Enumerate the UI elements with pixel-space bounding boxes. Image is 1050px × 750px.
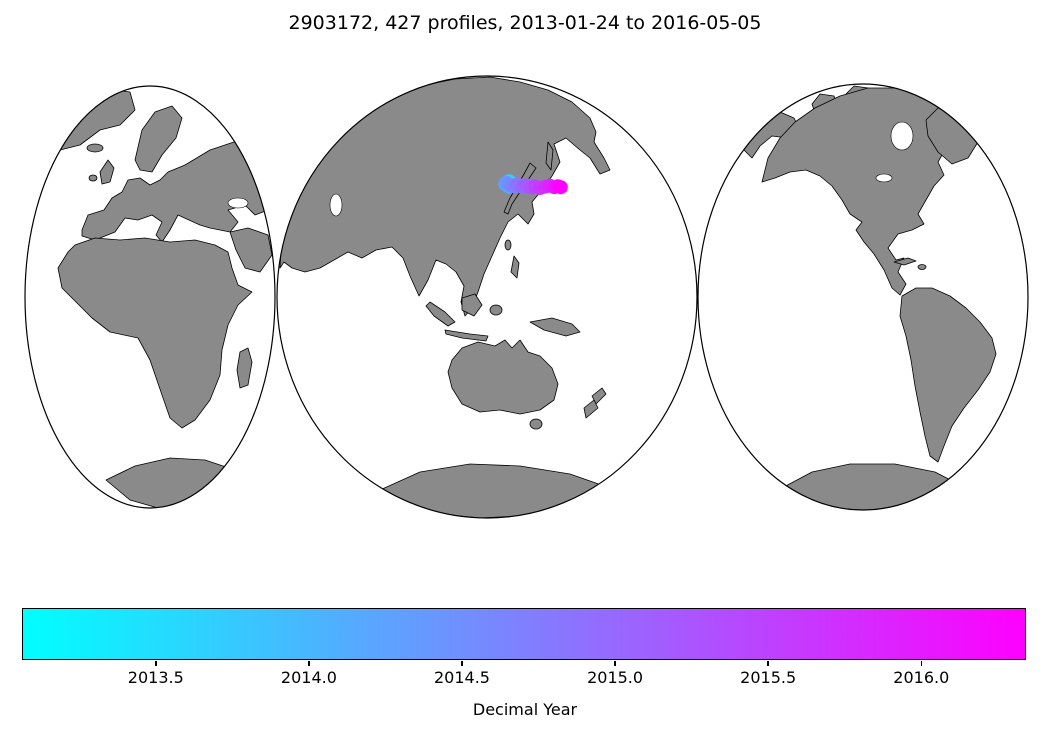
continent-africa <box>57 237 253 429</box>
tick-mark <box>614 661 616 666</box>
world-map <box>24 75 1029 519</box>
hispaniola <box>917 264 927 270</box>
colorbar-tick: 2015.0 <box>587 661 643 687</box>
lobe-middle-land <box>279 76 611 518</box>
tick-mark <box>767 661 769 666</box>
madagascar <box>236 347 253 389</box>
colorbar <box>22 608 1026 660</box>
greenland-fragment <box>59 87 136 151</box>
sulawesi <box>489 304 503 316</box>
colorbar-tick: 2014.0 <box>281 661 337 687</box>
colorbar-tick: 2016.0 <box>893 661 949 687</box>
tick-mark <box>920 661 923 666</box>
iceland <box>86 143 104 153</box>
scandinavia <box>134 105 183 173</box>
continent-europe-russia <box>81 139 271 243</box>
tasmania <box>529 418 543 430</box>
colorbar-tick: 2013.5 <box>128 661 184 687</box>
ireland <box>88 174 98 182</box>
great-lakes <box>875 173 893 183</box>
float-trajectory <box>498 174 568 196</box>
projection-outlines <box>24 75 1029 519</box>
figure-title: 2903172, 427 profiles, 2013-01-24 to 201… <box>288 12 762 34</box>
borneo <box>461 293 483 317</box>
continent-asia <box>279 76 611 317</box>
continent-south-america <box>899 287 997 463</box>
colorbar-ticks: 2013.5 2014.0 2014.5 2015.0 2015.5 2016.0 <box>22 661 1026 695</box>
lobe-middle-outline <box>276 75 698 519</box>
philippines <box>510 255 520 279</box>
sumatra <box>425 301 456 327</box>
tick-label: 2014.0 <box>280 668 337 687</box>
antarctica-fragment-left <box>105 457 257 508</box>
tick-label: 2013.5 <box>127 668 184 687</box>
colorbar-axis-label: Decimal Year <box>472 700 578 719</box>
colorbar-tick: 2014.5 <box>434 661 490 687</box>
java <box>444 329 489 342</box>
continent-australia <box>447 339 559 415</box>
lobe-left-outline <box>24 85 276 509</box>
tick-label: 2016.0 <box>893 668 950 687</box>
hudson-bay <box>890 121 914 151</box>
british-isles <box>99 159 115 185</box>
taiwan <box>504 239 512 251</box>
tick-label: 2015.0 <box>587 668 644 687</box>
arabia <box>229 227 273 273</box>
tick-mark <box>461 661 463 666</box>
colorbar-tick: 2015.5 <box>740 661 796 687</box>
profile-dot <box>553 180 568 195</box>
antarctica-fragment-middle <box>379 463 611 518</box>
sakhalin <box>545 141 554 171</box>
new-zealand-south <box>583 399 599 419</box>
tick-mark <box>155 661 157 666</box>
tick-label: 2015.5 <box>740 668 797 687</box>
new-guinea <box>529 317 581 337</box>
cuba <box>893 257 917 266</box>
tick-label: 2014.5 <box>433 668 490 687</box>
black-sea <box>227 197 249 209</box>
caspian-sea <box>329 193 343 217</box>
lobe-right-land <box>743 85 997 510</box>
tick-mark <box>308 661 310 666</box>
lobe-right-outline <box>697 83 1029 511</box>
